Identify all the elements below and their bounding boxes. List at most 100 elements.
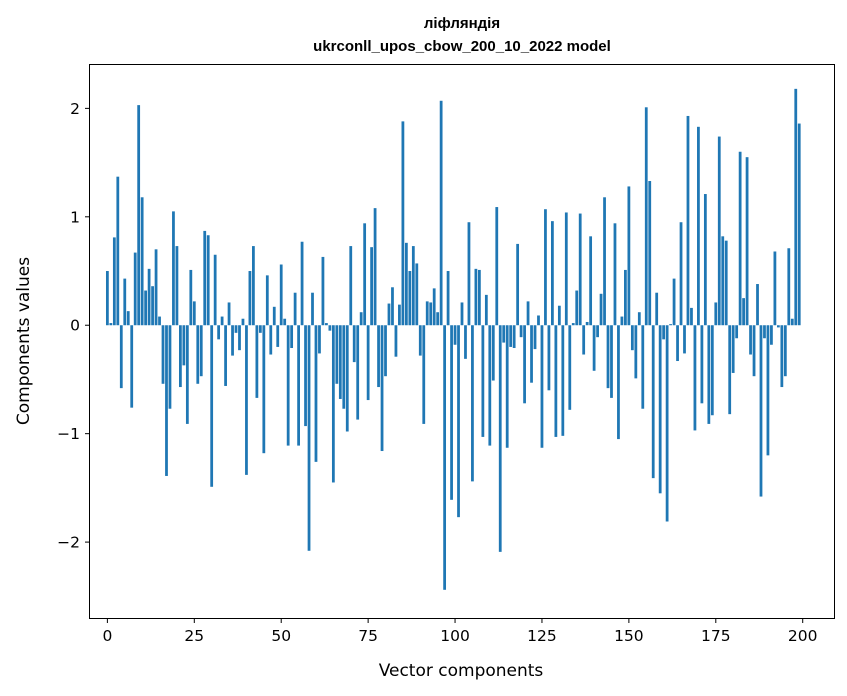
bar [756, 284, 759, 326]
bar [290, 325, 294, 349]
bar [252, 246, 255, 326]
bar [738, 151, 742, 326]
bar [630, 325, 634, 351]
bar [637, 312, 641, 326]
bar [457, 325, 460, 518]
bar [488, 325, 492, 446]
bar [227, 302, 231, 326]
x-tick-label: 200 [788, 627, 818, 645]
bar [394, 325, 398, 357]
bar [787, 248, 791, 326]
bar [575, 290, 579, 326]
bar [165, 325, 168, 476]
bar [366, 325, 370, 401]
bar [484, 294, 488, 326]
bar [735, 325, 739, 339]
bar [182, 325, 186, 366]
bar [477, 269, 481, 326]
bar [505, 325, 509, 448]
bar [703, 194, 707, 326]
bar [342, 325, 346, 409]
bar [721, 236, 725, 326]
bar [161, 325, 165, 384]
bar [370, 247, 373, 326]
x-tick-label: 125 [527, 627, 557, 645]
bar [217, 325, 221, 340]
bar [443, 325, 447, 590]
bar [610, 325, 613, 398]
bar [648, 181, 652, 326]
bar [130, 325, 134, 408]
bar [557, 305, 561, 326]
bar [300, 241, 304, 326]
bar [109, 323, 113, 326]
bar [662, 325, 666, 340]
bar [380, 325, 384, 452]
bar [238, 325, 241, 351]
x-axis-ticks: 0 25 50 75 100 125 150 175 200 [102, 618, 818, 645]
bar [140, 197, 144, 326]
bar [773, 251, 777, 326]
bar [707, 325, 711, 424]
chart-title: ліфляндія [424, 15, 500, 32]
bar [544, 209, 547, 326]
bar [279, 264, 283, 326]
bar [783, 325, 787, 377]
bar [655, 292, 659, 326]
bar [411, 246, 415, 326]
bar [234, 325, 238, 333]
bar [331, 325, 335, 483]
bar [418, 325, 422, 356]
bar [255, 325, 259, 398]
bar [491, 325, 495, 381]
bar [359, 312, 363, 326]
bar [307, 325, 311, 551]
bar [498, 325, 502, 552]
bar-series [105, 88, 801, 590]
bar [408, 271, 412, 326]
bar [105, 271, 109, 326]
bar [262, 325, 266, 454]
bar [258, 325, 262, 333]
plot-frame [89, 64, 835, 619]
bar [599, 293, 603, 326]
x-tick-label: 150 [614, 627, 644, 645]
bar [523, 325, 526, 404]
bar [168, 325, 172, 409]
x-tick-label: 25 [184, 627, 204, 645]
bar [401, 121, 405, 326]
bar [672, 278, 676, 326]
bar [158, 316, 161, 326]
bar [398, 304, 401, 326]
bar [119, 325, 123, 389]
bar [321, 256, 325, 326]
bar [669, 324, 672, 326]
bar [206, 235, 210, 326]
bar [512, 325, 516, 349]
bar [384, 325, 387, 377]
bar [245, 325, 248, 475]
y-tick-label: 2 [70, 100, 80, 118]
bar [314, 325, 318, 462]
x-axis-label: Vector components [379, 661, 544, 681]
bar [537, 315, 540, 326]
bar [335, 325, 339, 384]
bar [547, 325, 551, 391]
bar [495, 207, 499, 326]
bar [589, 236, 593, 326]
bar [192, 301, 196, 326]
bar [429, 302, 433, 326]
bar [224, 325, 227, 386]
bar [297, 325, 300, 446]
bar [665, 325, 669, 522]
bar [338, 325, 342, 399]
bar [658, 325, 662, 494]
bar [693, 325, 697, 431]
bar [578, 213, 582, 326]
bar [133, 252, 137, 326]
bar [634, 325, 638, 379]
bar [794, 88, 798, 326]
bar [231, 325, 234, 356]
bar [325, 323, 328, 326]
bar [304, 325, 307, 427]
